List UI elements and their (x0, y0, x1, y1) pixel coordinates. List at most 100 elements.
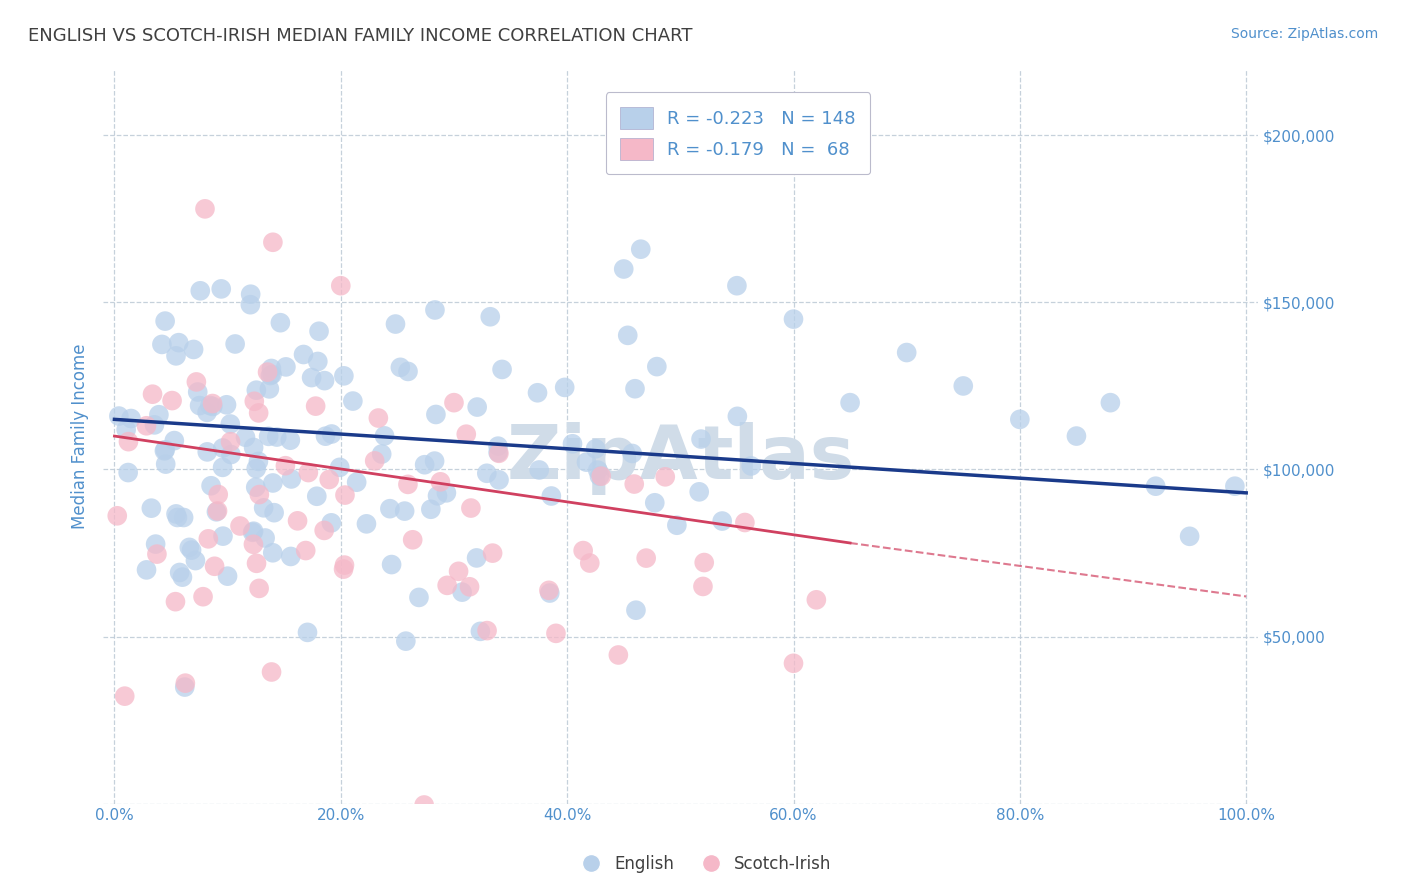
Point (665, 518, 688, 533)
Point (952, 379, 974, 393)
Point (333, 488, 356, 502)
Point (194, 202, 217, 216)
Point (378, 501, 401, 516)
Point (423, 454, 446, 468)
Point (426, 489, 449, 503)
Point (215, 398, 238, 412)
Text: ENGLISH VS SCOTCH-IRISH MEDIAN FAMILY INCOME CORRELATION CHART: ENGLISH VS SCOTCH-IRISH MEDIAN FAMILY IN… (28, 27, 693, 45)
Point (187, 384, 209, 399)
Text: ZipAtlas: ZipAtlas (506, 422, 855, 495)
Point (623, 477, 645, 491)
Point (839, 395, 862, 409)
Point (219, 434, 242, 449)
Point (465, 550, 488, 565)
Point (451, 585, 474, 599)
Point (436, 578, 458, 592)
Point (363, 454, 385, 468)
Point (114, 689, 136, 703)
Point (280, 549, 302, 564)
Point (173, 510, 195, 524)
Point (307, 354, 329, 368)
Point (143, 417, 166, 432)
Point (262, 475, 284, 490)
Point (308, 324, 330, 338)
Point (1178, 529, 1201, 543)
Point (245, 383, 267, 397)
Point (201, 396, 224, 410)
Point (644, 496, 666, 510)
Point (294, 543, 316, 558)
Point (245, 480, 267, 494)
Point (305, 489, 328, 503)
Point (537, 583, 560, 598)
Point (280, 472, 302, 486)
Point (242, 525, 264, 540)
Point (585, 442, 607, 456)
Point (636, 551, 658, 566)
Point (287, 514, 309, 528)
Point (540, 489, 562, 503)
Point (333, 368, 356, 383)
Point (488, 473, 510, 487)
Point (195, 405, 218, 419)
Point (470, 624, 492, 639)
Point (1066, 429, 1088, 443)
Point (896, 345, 918, 359)
Point (373, 429, 395, 443)
Point (425, 408, 447, 422)
Point (186, 375, 208, 389)
Point (346, 475, 368, 490)
Point (247, 406, 270, 420)
Point (239, 287, 262, 301)
Point (224, 337, 246, 351)
Point (242, 537, 264, 551)
Point (526, 385, 548, 400)
Legend: English, Scotch-Irish: English, Scotch-Irish (568, 848, 838, 880)
Point (332, 562, 354, 576)
Point (1144, 479, 1167, 493)
Point (209, 282, 232, 296)
Point (321, 427, 343, 442)
Point (645, 359, 668, 374)
Point (740, 458, 762, 473)
Point (274, 359, 297, 374)
Point (260, 361, 283, 376)
Point (1099, 395, 1122, 409)
Point (588, 469, 610, 483)
Point (434, 486, 457, 500)
Point (447, 564, 470, 578)
Point (423, 302, 446, 317)
Point (269, 316, 291, 330)
Point (153, 443, 176, 458)
Point (402, 533, 425, 547)
Point (575, 455, 598, 469)
Point (370, 447, 392, 461)
Point (394, 504, 416, 518)
Point (491, 362, 513, 376)
Point (262, 235, 284, 250)
Point (172, 570, 194, 584)
Point (274, 458, 297, 473)
Point (297, 466, 319, 480)
Point (141, 387, 163, 401)
Point (314, 374, 336, 388)
Point (217, 569, 239, 583)
Point (148, 408, 170, 422)
Point (301, 370, 323, 384)
Point (413, 797, 436, 812)
Point (529, 463, 551, 477)
Point (456, 427, 478, 442)
Point (475, 624, 498, 638)
Point (115, 423, 138, 437)
Point (734, 516, 756, 530)
Point (247, 487, 270, 501)
Point (188, 284, 211, 298)
Point (117, 466, 139, 480)
Point (586, 463, 609, 477)
Point (486, 445, 509, 459)
Point (304, 399, 326, 413)
Point (782, 657, 804, 671)
Point (475, 467, 498, 481)
Point (105, 508, 128, 523)
Point (146, 547, 169, 561)
